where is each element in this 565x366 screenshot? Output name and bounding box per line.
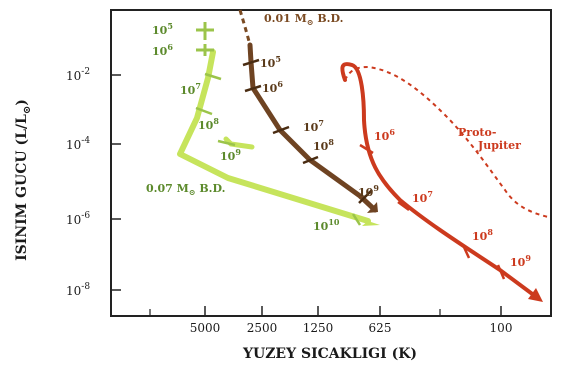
track-001-tick (272, 125, 290, 135)
proto-jupiter-label-line2: Jupiter (477, 139, 521, 152)
proto-jupiter-tick (397, 200, 410, 212)
track-007-age-ticks (195, 72, 362, 226)
x-axis-title: YUZEY SICAKLIGI (K) (242, 346, 417, 362)
y-tick-label: 10-2 (66, 67, 90, 83)
track-001-dashed (238, 9, 252, 46)
x-tick-label: 625 (369, 321, 392, 335)
x-tick-label: 1250 (303, 321, 334, 335)
track-007-arrowhead (362, 221, 380, 226)
y-tick-label: 10-8 (66, 282, 90, 298)
track-007-tick (204, 72, 222, 81)
track-001-age-ticks (242, 58, 373, 204)
age-brown-7: 107 (303, 118, 324, 134)
proto-jupiter-tick (461, 244, 471, 259)
x-tick-label: 100 (490, 321, 513, 335)
age-red-9: 109 (510, 253, 531, 269)
track-007-tick (217, 139, 236, 147)
plot-frame (110, 9, 552, 317)
y-axis-title: ISINIM GUCU (L/L⊙) (14, 99, 33, 261)
y-tick-label: 10-4 (66, 136, 90, 152)
x-tick-label: 2500 (247, 321, 278, 335)
age-green-7: 107 (180, 81, 201, 97)
x-axis: 5000 2500 1250 625 100 (149, 306, 513, 335)
track-007-tick (351, 213, 362, 226)
track-007-line (177, 49, 371, 224)
age-brown-9: 109 (358, 183, 379, 199)
age-green-10: 1010 (313, 217, 340, 233)
track-001-tick (242, 58, 260, 67)
proto-jupiter-line (340, 62, 537, 298)
age-green-9: 109 (220, 147, 241, 163)
age-red-8: 108 (472, 227, 493, 243)
proto-jupiter-dashed (344, 65, 549, 218)
track-001-tick (244, 84, 262, 93)
y-axis: 10-2 10-4 10-6 10-8 (66, 67, 121, 298)
proto-jupiter-tick (496, 264, 506, 280)
proto-jupiter-tick (359, 143, 374, 155)
track-007-tick (195, 106, 213, 116)
proto-jupiter-label: Proto- (458, 126, 496, 139)
track-001-tick (302, 155, 319, 165)
age-brown-6: 106 (262, 79, 283, 95)
age-red-7: 107 (412, 189, 433, 205)
track-007-top-ticks (196, 22, 214, 56)
age-brown-5: 105 (260, 54, 281, 70)
age-brown-8: 108 (313, 137, 334, 153)
track-001-arrowhead (367, 202, 378, 213)
brown-dwarf-001-label: 0.01 M⊙ B.D. (264, 12, 343, 27)
age-green-6: 106 (152, 42, 173, 58)
age-green-5: 105 (152, 21, 173, 37)
brown-dwarf-007-label: 0.07 M⊙ B.D. (146, 182, 225, 197)
age-green-8: 108 (198, 116, 219, 132)
x-tick-label: 5000 (190, 321, 221, 335)
track-001-tick (358, 189, 373, 204)
y-tick-label: 10-6 (66, 211, 90, 227)
proto-jupiter-arrowhead (528, 288, 543, 302)
proto-jupiter-age-ticks (359, 143, 506, 280)
age-red-6: 106 (374, 127, 395, 143)
